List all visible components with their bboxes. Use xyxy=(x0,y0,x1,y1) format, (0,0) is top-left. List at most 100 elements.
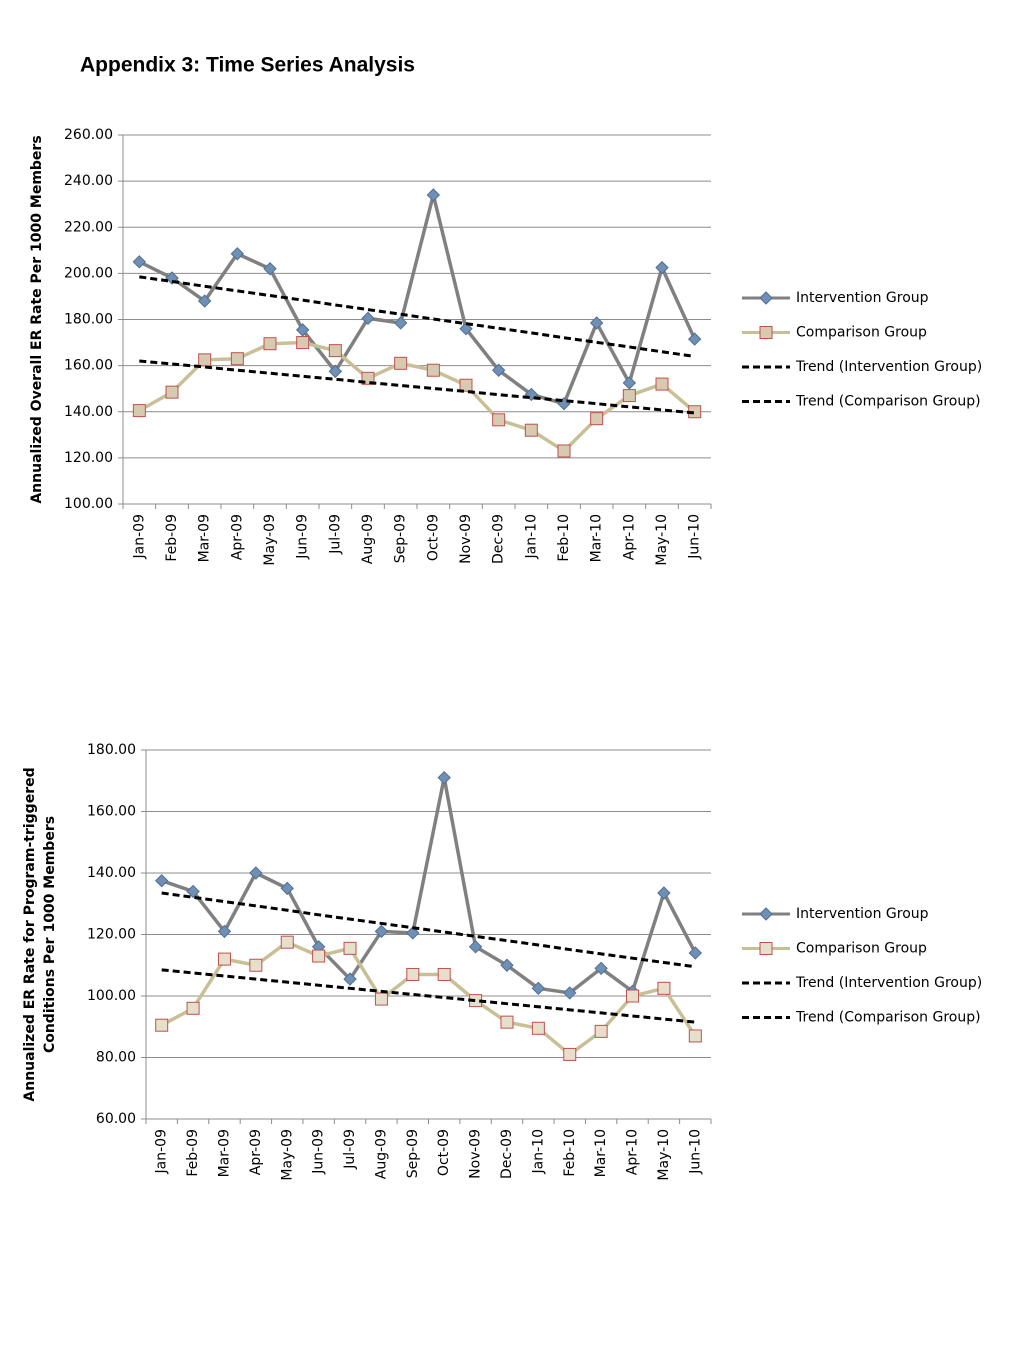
x-tick-label: Mar-10 xyxy=(593,1129,609,1177)
marker xyxy=(531,981,546,996)
y-tick-label: 260.00 xyxy=(64,127,113,143)
y-tick-label: 160.00 xyxy=(87,804,136,820)
marker xyxy=(759,907,773,921)
legend-label: Trend (Intervention Group) xyxy=(795,975,982,991)
marker xyxy=(437,770,451,785)
marker xyxy=(426,363,440,377)
marker xyxy=(217,924,232,939)
marker xyxy=(132,255,147,269)
legend-label: Trend (Intervention Group) xyxy=(795,359,982,375)
x-tick-label: Apr-09 xyxy=(248,1129,264,1175)
marker xyxy=(393,316,408,330)
y-tick-label: 240.00 xyxy=(64,173,113,189)
x-tick-label: Jan-09 xyxy=(131,514,147,559)
x-tick-label: Jan-10 xyxy=(523,514,539,559)
x-tick-label: Jun-10 xyxy=(687,1129,703,1175)
marker xyxy=(154,873,169,888)
x-tick-label: Sep-09 xyxy=(393,514,409,563)
x-tick-label: Dec-09 xyxy=(491,514,507,564)
marker xyxy=(468,940,483,954)
x-tick-label: Jun-09 xyxy=(295,514,311,560)
x-tick-label: Nov-09 xyxy=(458,514,474,564)
marker xyxy=(459,322,473,336)
y-tick-label: 200.00 xyxy=(64,265,113,281)
y-tick-label: 120.00 xyxy=(64,450,113,466)
marker xyxy=(492,413,506,427)
y-tick-label: 100.00 xyxy=(64,496,113,512)
marker xyxy=(531,1021,545,1035)
y-axis-label: Conditions Per 1000 Members xyxy=(42,816,58,1053)
marker xyxy=(626,989,640,1003)
marker xyxy=(406,967,420,981)
marker xyxy=(594,1024,608,1038)
x-tick-label: Mar-09 xyxy=(216,1129,232,1177)
marker xyxy=(426,188,441,202)
y-tick-label: 180.00 xyxy=(64,312,113,328)
marker xyxy=(328,344,342,358)
marker xyxy=(280,881,294,896)
marker xyxy=(491,363,506,377)
y-axis-label: Annualized ER Rate for Program-triggered xyxy=(22,767,38,1101)
x-tick-label: Mar-10 xyxy=(589,514,605,562)
trend-line xyxy=(161,968,696,1024)
y-tick-label: 100.00 xyxy=(87,988,136,1004)
marker xyxy=(186,1001,200,1015)
marker xyxy=(437,967,451,981)
marker xyxy=(155,1018,169,1032)
marker xyxy=(394,356,408,370)
legend-label: Intervention Group xyxy=(796,290,929,306)
marker xyxy=(343,972,357,986)
y-tick-label: 80.00 xyxy=(96,1050,136,1066)
marker xyxy=(655,260,669,275)
marker xyxy=(186,884,200,899)
marker xyxy=(217,952,231,966)
x-tick-label: Jan-10 xyxy=(530,1129,546,1174)
marker xyxy=(759,326,773,339)
x-tick-label: Apr-10 xyxy=(621,514,637,560)
legend-label: Trend (Comparison Group) xyxy=(795,394,981,410)
y-tick-label: 140.00 xyxy=(87,865,136,881)
legend-label: Comparison Group xyxy=(796,941,927,957)
x-tick-label: Feb-09 xyxy=(164,514,180,562)
trend-line xyxy=(139,275,695,358)
marker xyxy=(500,958,514,972)
x-tick-label: Sep-09 xyxy=(405,1129,421,1178)
marker xyxy=(563,986,577,1000)
marker xyxy=(622,376,637,390)
marker xyxy=(563,1047,577,1061)
marker xyxy=(230,247,245,261)
x-tick-label: Mar-09 xyxy=(197,514,213,562)
marker xyxy=(759,942,773,955)
marker xyxy=(374,992,388,1006)
marker xyxy=(296,336,310,350)
marker xyxy=(230,352,244,366)
marker xyxy=(374,924,389,939)
marker xyxy=(249,958,263,972)
page-title: Appendix 3: Time Series Analysis xyxy=(80,54,415,77)
series-line xyxy=(138,340,696,453)
marker xyxy=(687,332,702,346)
y-tick-label: 180.00 xyxy=(87,742,136,758)
x-tick-label: Apr-09 xyxy=(229,514,245,560)
x-tick-label: Nov-09 xyxy=(468,1129,484,1179)
x-tick-label: Jun-10 xyxy=(687,514,703,560)
marker xyxy=(132,404,146,418)
marker xyxy=(263,262,277,276)
x-tick-label: Oct-09 xyxy=(436,1129,452,1176)
marker xyxy=(655,377,669,391)
x-tick-label: Feb-10 xyxy=(562,1129,578,1177)
trend-line xyxy=(161,891,696,969)
marker xyxy=(249,866,263,880)
marker xyxy=(263,337,277,351)
legend-label: Comparison Group xyxy=(796,325,927,341)
x-tick-label: Feb-09 xyxy=(185,1129,201,1177)
marker xyxy=(459,378,473,392)
y-tick-label: 140.00 xyxy=(64,404,113,420)
series-line xyxy=(161,775,697,995)
x-tick-label: Dec-09 xyxy=(499,1129,515,1179)
marker xyxy=(622,389,636,403)
x-tick-label: Apr-10 xyxy=(625,1129,641,1175)
marker xyxy=(500,1015,514,1029)
marker xyxy=(688,1029,702,1043)
marker xyxy=(590,412,604,426)
